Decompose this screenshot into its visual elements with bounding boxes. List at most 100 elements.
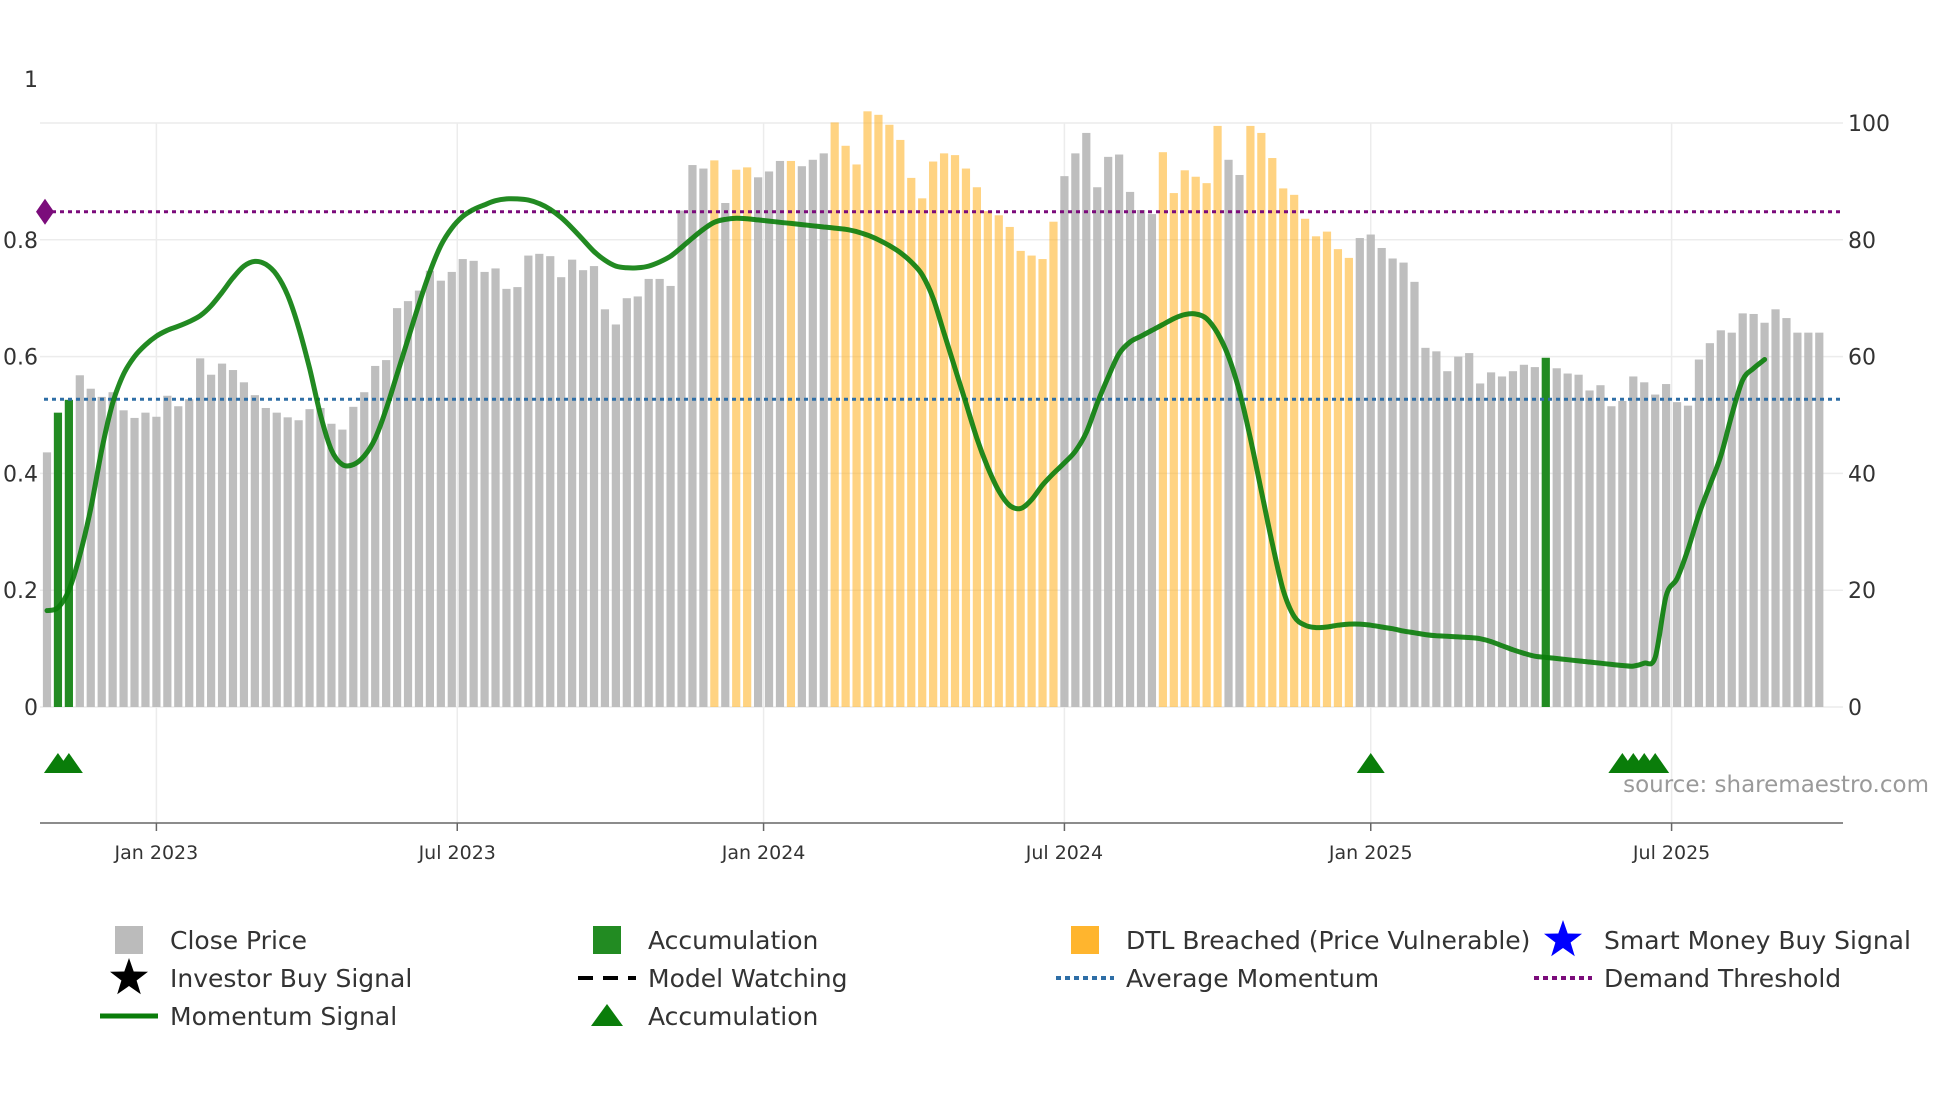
close-price-bar	[491, 268, 500, 707]
close-price-bar	[1585, 390, 1594, 707]
axes: 0 0.2 0.4 0.6 0.8 1 0 20 40 60 80 100 Jan 2023 Jul 20…	[3, 68, 1890, 864]
left-axis-tick-label: 0.8	[3, 229, 38, 254]
dtl-breached-bar	[743, 167, 752, 707]
close-price-bar	[502, 288, 511, 707]
close-price-bar	[1694, 359, 1704, 707]
close-price-bar	[666, 285, 675, 707]
close-price-bar	[819, 153, 828, 707]
dtl-breached-bar	[896, 139, 905, 707]
close-price-bar	[272, 412, 281, 707]
x-axis-tick-label: Jan 2023	[114, 842, 199, 864]
close-price-bar	[1596, 385, 1605, 707]
close-price-bar	[141, 412, 150, 707]
close-price-bar	[392, 308, 402, 707]
close-price-bar	[239, 382, 249, 707]
dtl-breached-bar	[1344, 257, 1353, 707]
dtl-breached-bar	[929, 161, 938, 708]
close-price-bar	[86, 388, 95, 707]
close-price-bar	[1136, 210, 1146, 707]
legend-square-icon	[593, 926, 621, 954]
dtl-breached-bar	[1257, 132, 1266, 707]
legend-label: Close Price	[170, 926, 307, 955]
dtl-breached-bar	[918, 198, 927, 707]
close-price-bar	[75, 375, 84, 707]
dtl-breached-bar	[1180, 170, 1189, 708]
right-axis-tick-label: 100	[1848, 112, 1890, 137]
close-price-bar	[1662, 384, 1671, 707]
dtl-breached-bar	[863, 111, 872, 707]
close-price-bar	[589, 266, 599, 707]
legend-label: Investor Buy Signal	[170, 964, 412, 993]
close-price-bar	[261, 407, 270, 707]
dtl-breached-bar	[732, 169, 741, 708]
close-price-bar	[305, 409, 314, 707]
dtl-breached-bar	[1333, 249, 1343, 707]
dtl-breached-bar	[972, 187, 981, 708]
close-price-bar	[578, 270, 588, 707]
close-price-bar	[611, 324, 620, 707]
right-axis-tick-label: 0	[1848, 696, 1862, 721]
close-price-bar	[152, 416, 161, 707]
close-price-bar	[1651, 394, 1660, 707]
close-price-bar	[1476, 383, 1485, 707]
legend-label: Accumulation	[648, 926, 818, 955]
close-price-bar	[655, 278, 664, 707]
close-price-bar	[721, 203, 730, 707]
right-axis-tick-label: 40	[1848, 462, 1876, 487]
legend-item: Demand Threshold	[1534, 964, 1841, 993]
close-price-bar	[688, 165, 697, 708]
close-price-bar	[185, 399, 194, 707]
close-price-bar	[163, 395, 172, 707]
close-price-bar	[425, 270, 434, 707]
close-price-bar	[1607, 406, 1616, 707]
close-price-bar	[1716, 330, 1725, 707]
close-price-bar	[1443, 371, 1452, 707]
accumulation-bar	[53, 412, 63, 707]
close-price-bar	[1224, 159, 1233, 708]
close-price-bar	[1366, 234, 1375, 708]
close-price-bar	[1618, 400, 1627, 707]
dtl-breached-bar	[1246, 125, 1255, 708]
close-price-bar	[403, 301, 413, 707]
dtl-breached-bar	[841, 145, 850, 707]
close-price-bar	[1563, 373, 1572, 707]
dtl-breached-bar	[1268, 158, 1277, 708]
close-price-bar	[535, 253, 544, 707]
legend-item: Smart Money Buy Signal	[1544, 920, 1911, 957]
legend-label: DTL Breached (Price Vulnerable)	[1126, 926, 1530, 955]
x-axis-tick-label: Jan 2024	[721, 842, 806, 864]
left-axis-tick-label: 0.4	[3, 462, 38, 487]
dtl-breached-bar	[830, 122, 839, 708]
close-price-bar	[764, 171, 774, 708]
dtl-breached-bar	[1049, 221, 1058, 707]
close-price-bar	[1760, 322, 1769, 707]
legend-star-icon	[1544, 920, 1582, 957]
close-price-bar	[1815, 332, 1824, 707]
momentum-signal-line	[44, 196, 1768, 669]
close-price-bar	[546, 256, 555, 707]
close-price-bar	[196, 358, 205, 707]
accumulation-marker	[1641, 753, 1670, 773]
close-price-bar	[699, 168, 708, 708]
legend-item: Close Price	[115, 926, 307, 955]
close-price-bar	[568, 259, 577, 707]
close-price-bar	[338, 429, 347, 707]
close-price-bar	[600, 309, 610, 707]
dtl-breached-bar	[1322, 231, 1332, 707]
close-price-bar	[1672, 402, 1682, 707]
legend-item: Momentum Signal	[100, 1002, 397, 1031]
close-price-bar	[130, 417, 139, 707]
close-price-bar	[436, 280, 445, 707]
dtl-breached-bar	[939, 153, 949, 707]
close-price-bar	[1705, 343, 1714, 707]
dtl-breached-bar	[885, 124, 894, 707]
close-price-bar	[1738, 313, 1747, 707]
close-price-bar	[1519, 364, 1528, 707]
legend-item: Model Watching	[578, 964, 848, 993]
close-price-bar	[1355, 238, 1364, 708]
close-price-bar	[677, 210, 686, 707]
accumulation-marker	[1356, 753, 1385, 773]
close-price-bar	[1421, 347, 1430, 707]
legend-label: Momentum Signal	[170, 1002, 397, 1031]
close-price-bar	[754, 177, 763, 707]
